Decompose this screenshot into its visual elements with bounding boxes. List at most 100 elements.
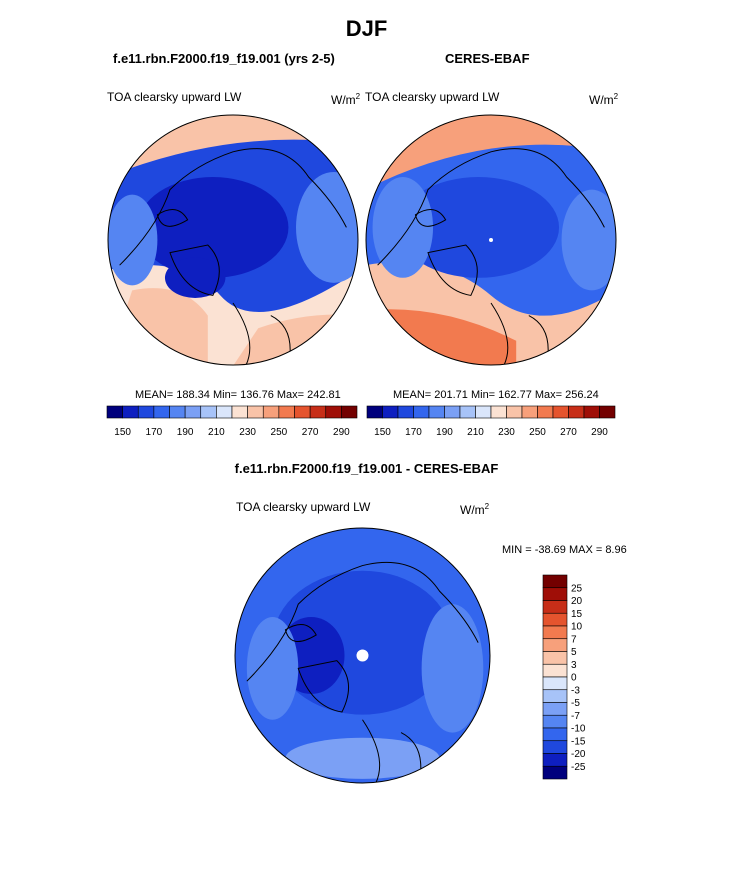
- map-region-mid-west: [372, 177, 434, 278]
- colorbar-swatch: [542, 651, 568, 665]
- pole-hole: [489, 238, 493, 242]
- panel1-stats: MEAN= 188.34 Min= 136.76 Max= 242.81: [135, 389, 341, 401]
- panel1-units-sup: 2: [355, 92, 361, 101]
- colorbar-tick-label: 5: [571, 647, 577, 658]
- colorbar-swatch: [542, 612, 568, 627]
- colorbar-tick-label: -25: [571, 762, 586, 773]
- colorbar-tick-label: 190: [177, 427, 194, 438]
- colorbar-swatch: [325, 405, 342, 419]
- colorbar-tick-label: 210: [467, 427, 484, 438]
- map-region-cold-greenland: [164, 257, 226, 298]
- colorbar-swatch: [153, 405, 170, 419]
- diff-title: f.e11.rbn.F2000.f19_f19.001 - CERES-EBAF: [234, 461, 499, 476]
- coastline-arctic-islands: [414, 209, 447, 227]
- colorbar-tick-label: 7: [571, 634, 577, 645]
- colorbar-tick-label: -7: [571, 711, 580, 722]
- page-title: DJF: [345, 16, 388, 41]
- colorbar-swatch: [552, 405, 569, 419]
- colorbar-tick-label: 250: [529, 427, 546, 438]
- map-region-warm-north: [366, 115, 616, 190]
- colorbar-swatch: [542, 702, 568, 716]
- colorbar-swatch: [413, 405, 430, 419]
- colorbar-swatch: [542, 663, 568, 678]
- colorbar-tick-label: -3: [571, 685, 580, 696]
- colorbar-swatch: [599, 405, 616, 419]
- panel1-variable-label: TOA clearsky upward LW: [107, 90, 242, 104]
- coastline-greenland: [297, 660, 349, 713]
- colorbar-swatch: [568, 405, 585, 419]
- map-border: [107, 114, 359, 366]
- colorbar-tick-label: 270: [560, 427, 577, 438]
- colorbar-tick-label: 150: [374, 427, 391, 438]
- colorbar-swatch: [542, 765, 568, 780]
- panel3-units-sup: 2: [484, 502, 490, 511]
- colorbar-tick-label: 170: [405, 427, 422, 438]
- colorbar-swatch: [444, 405, 461, 419]
- panel3-polar-map: [234, 527, 491, 784]
- coastline-greenland: [427, 244, 478, 296]
- panel3-units: W/m: [460, 503, 485, 517]
- colorbar-tick-label: 290: [591, 427, 608, 438]
- colorbar-swatch: [216, 405, 233, 419]
- colorbar-swatch: [542, 740, 568, 754]
- panel2-variable-label: TOA clearsky upward LW: [365, 90, 500, 104]
- colorbar-tick-label: 25: [571, 583, 583, 594]
- colorbar-swatch: [583, 405, 600, 419]
- colorbar-tick-label: 3: [571, 660, 577, 671]
- colorbar-swatch: [542, 638, 568, 652]
- colorbar-swatch: [542, 676, 568, 691]
- colorbar-swatch: [490, 405, 507, 419]
- panel2-units-label: W/m2: [589, 92, 618, 107]
- colorbar-swatch: [521, 405, 538, 419]
- colorbar-swatch: [294, 405, 311, 419]
- colorbar-swatch: [397, 405, 414, 419]
- panel3-variable-label: TOA clearsky upward LW: [236, 500, 371, 514]
- colorbar-tick-label: 210: [208, 427, 225, 438]
- colorbar-swatch: [542, 753, 568, 767]
- colorbar-swatch: [169, 405, 186, 419]
- colorbar-swatch: [200, 405, 217, 419]
- colorbar-swatch: [366, 405, 383, 419]
- map-region-cold-core: [137, 177, 289, 278]
- colorbar-swatch: [106, 405, 123, 419]
- colorbar-swatch: [341, 405, 358, 419]
- colorbar-swatch: [382, 405, 399, 419]
- colorbar-swatch: [542, 574, 568, 589]
- colorbar-swatch: [247, 405, 264, 419]
- map-border: [234, 527, 491, 784]
- colorbar-tick-label: -15: [571, 736, 586, 747]
- colorbar-swatch: [542, 587, 568, 601]
- colorbar-swatch: [506, 405, 523, 419]
- colorbar-tick-label: 230: [239, 427, 256, 438]
- colorbar-tick-label: 10: [571, 622, 583, 633]
- colorbar-tick-label: -10: [571, 724, 586, 735]
- panel1-units: W/m: [331, 93, 356, 107]
- map-border: [365, 114, 617, 366]
- map-region-mid-east: [561, 189, 616, 291]
- colorbar-tick-label: 230: [498, 427, 515, 438]
- colorbar-swatch: [542, 600, 568, 614]
- coastline-arctic-islands: [284, 623, 317, 642]
- map-region-mid-east: [421, 604, 484, 733]
- panel1-polar-map: [107, 114, 359, 366]
- colorbar-swatch: [262, 405, 280, 419]
- colorbar-swatch: [542, 689, 568, 703]
- pole-hole: [356, 649, 369, 662]
- colorbar-tick-label: 170: [146, 427, 163, 438]
- colorbar-swatch: [184, 405, 202, 419]
- panel2-units-sup: 2: [613, 92, 619, 101]
- colorbar-tick-label: 290: [333, 427, 350, 438]
- colorbar-swatch: [537, 405, 554, 419]
- colorbar-tick-label: 20: [571, 596, 583, 607]
- colorbar-swatch: [542, 625, 568, 640]
- colorbar-swatch: [542, 727, 568, 742]
- colorbar-swatch: [459, 405, 476, 419]
- panel2-case-title: CERES-EBAF: [445, 51, 530, 66]
- colorbar-tick-label: -5: [571, 698, 580, 709]
- panel1-colorbar: 150 170 190 210 230 250 270 290: [106, 405, 358, 438]
- colorbar-tick-label: 150: [114, 427, 131, 438]
- colorbar-swatch: [309, 405, 327, 419]
- colorbar-swatch: [428, 405, 445, 419]
- panel3-stats: MIN = -38.69 MAX = 8.96: [502, 544, 627, 556]
- map-region-cold-core: [397, 177, 560, 278]
